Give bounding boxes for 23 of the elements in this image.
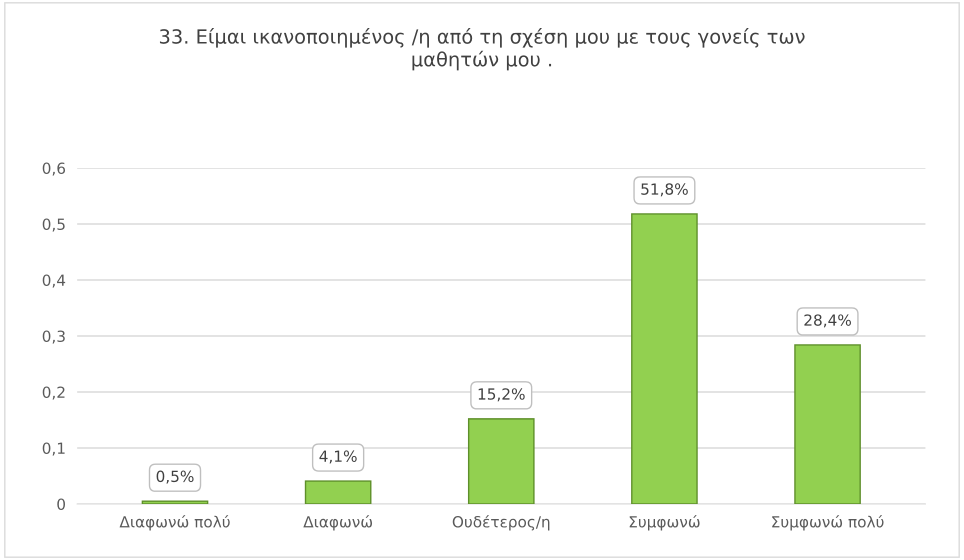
data-label: 51,8% [641,183,688,196]
y-tick-label: 0,3 [42,330,65,344]
y-tick-label: 0,2 [42,386,64,400]
y-tick-label: 0 [57,498,65,510]
y-tick-label: 0,6 [42,162,66,176]
x-tick-label: Διαφωνώ [303,515,372,531]
x-tick-label: Συμφωνώ πολύ [772,515,884,531]
bar [631,213,698,504]
y-tick-label: 0,1 [42,442,65,456]
bar [142,500,208,504]
y-tick-label: 0,4 [42,274,66,288]
data-label: 28,4% [804,314,851,328]
x-tick-label: Συμφωνώ [630,515,700,531]
chart-title: 33. Είμαι ικανοποιημένος /η από τη σχέση μου με τους γονείς των μαθητών μου . [160,28,805,70]
bar [304,480,372,504]
bar [794,344,861,504]
data-label: 0,5% [156,470,194,484]
y-tick-label: 0,5 [42,218,65,232]
bar [468,418,535,504]
x-tick-label: Διαφωνώ πολύ [120,515,230,531]
data-label: 15,2% [478,388,525,402]
x-tick-label: Ουδέτερος/η [452,515,550,531]
data-label: 4,1% [319,450,357,464]
